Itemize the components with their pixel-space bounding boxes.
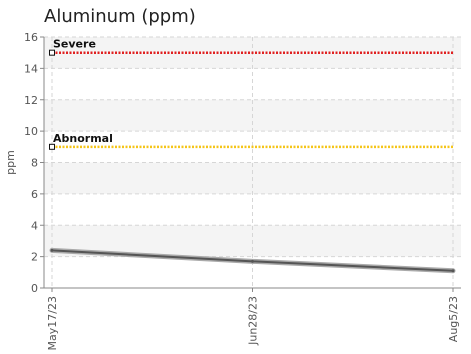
data-point — [251, 259, 254, 263]
tick-labels: 0 2 4 6 8 10 12 14 16 May17/23 Jun28/23 Aug5/23 — [24, 31, 460, 350]
y-tick-label: 10 — [24, 125, 38, 138]
chart-title: Aluminum (ppm) — [44, 6, 196, 27]
threshold-label: Severe — [53, 38, 96, 51]
x-tick-label: Aug5/23 — [447, 296, 460, 342]
y-tick-label: 14 — [24, 62, 38, 75]
series-group — [49, 247, 456, 274]
x-tick-label: May17/23 — [46, 296, 59, 350]
y-tick-label: 8 — [31, 157, 38, 170]
threshold-marker — [49, 49, 55, 56]
y-tick-label: 6 — [31, 188, 38, 201]
threshold-marker — [49, 143, 55, 150]
threshold-lines: Severe Abnormal — [49, 38, 453, 150]
x-tick-label: Jun28/23 — [247, 296, 260, 346]
axes — [40, 36, 461, 292]
y-tick-label: 0 — [31, 282, 38, 295]
threshold-label: Abnormal — [53, 132, 113, 145]
y-tick-label: 4 — [31, 219, 38, 232]
data-point — [451, 269, 455, 273]
y-tick-label: 16 — [24, 31, 38, 44]
data-point — [50, 248, 54, 252]
y-axis-label: ppm — [4, 150, 17, 175]
y-tick-label: 12 — [24, 94, 38, 107]
y-tick-label: 2 — [31, 251, 38, 264]
